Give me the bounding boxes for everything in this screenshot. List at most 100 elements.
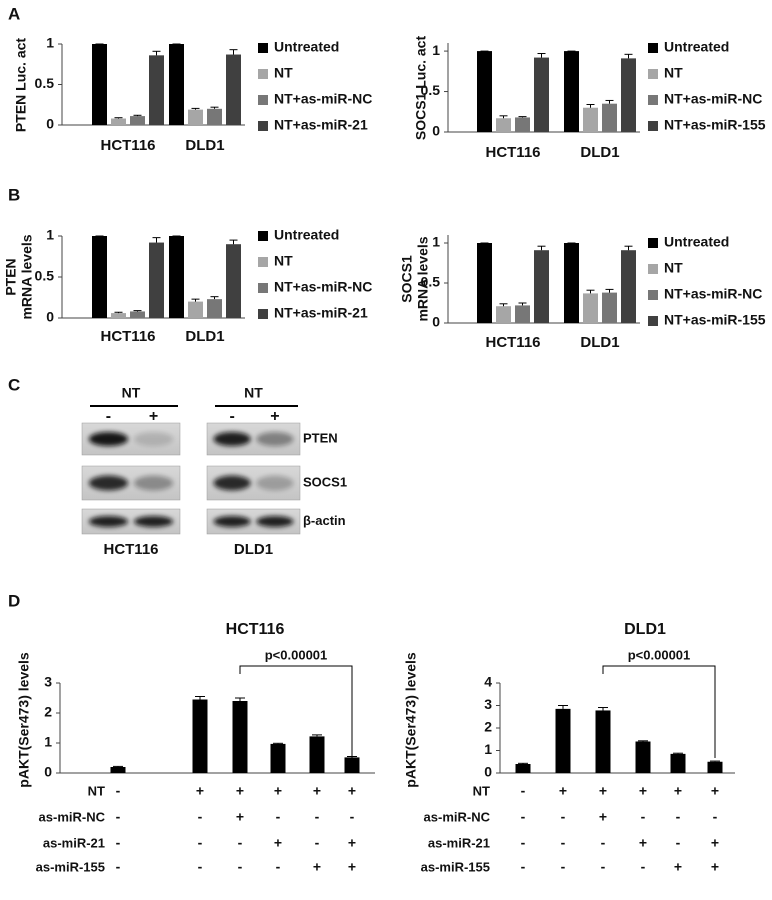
legend-label: Untreated: [274, 227, 339, 243]
bar: [130, 311, 145, 318]
blot-band: [256, 516, 294, 527]
bar: [130, 116, 145, 125]
condition-sign: -: [521, 859, 526, 875]
bar: [621, 250, 636, 323]
y-tick-label: 4: [484, 674, 492, 690]
bar: [496, 118, 511, 132]
condition-sign: -: [198, 835, 203, 851]
bar: [564, 243, 579, 323]
condition-sign: +: [674, 783, 682, 799]
condition-sign: -: [601, 859, 606, 875]
legend-label: NT: [664, 260, 683, 276]
bar: [149, 55, 164, 126]
bar: [111, 118, 126, 125]
annotation: p<0.00001: [265, 647, 328, 662]
bar: [309, 736, 325, 773]
condition-sign: -: [641, 809, 646, 825]
legend-label: NT+as-miR-NC: [274, 279, 372, 295]
legend-swatch: [648, 264, 658, 274]
blot-header: NT: [122, 385, 141, 401]
y-tick-label: 3: [44, 674, 52, 690]
blot-protein-label: β-actin: [303, 513, 346, 528]
significance-bracket: [239, 665, 353, 758]
y-tick-label: 0: [432, 314, 440, 330]
x-tick-label: HCT116: [485, 334, 540, 351]
condition-sign: -: [521, 835, 526, 851]
legend-label: NT+as-miR-155: [664, 117, 766, 133]
blot-protein-label: PTEN: [303, 430, 338, 445]
x-tick-label: HCT116: [485, 144, 540, 161]
bar: [515, 305, 530, 323]
condition-sign: +: [599, 783, 607, 799]
bar: [583, 107, 598, 132]
condition-label: NT: [88, 783, 105, 798]
blot-sign: -: [229, 408, 234, 425]
y-tick-label: 2: [484, 719, 492, 735]
condition-sign: -: [238, 859, 243, 875]
y-tick-label: 0: [484, 764, 492, 780]
bar: [595, 710, 611, 773]
condition-sign: -: [561, 835, 566, 851]
blot-band: [88, 431, 129, 447]
blot-band: [213, 475, 251, 491]
legend-swatch: [258, 283, 268, 293]
condition-sign: -: [676, 809, 681, 825]
x-tick-label: DLD1: [185, 328, 224, 345]
legend-label: Untreated: [664, 39, 729, 55]
bar: [110, 767, 126, 773]
condition-sign: -: [561, 859, 566, 875]
condition-sign: +: [236, 783, 244, 799]
condition-sign: -: [521, 783, 526, 799]
legend-label: NT+as-miR-NC: [664, 286, 762, 302]
condition-label: as-miR-155: [421, 859, 490, 874]
panel-label: A: [8, 4, 20, 23]
y-tick-label: 1: [484, 741, 492, 757]
bar: [192, 699, 208, 773]
y-tick-label: 0.5: [35, 268, 55, 284]
condition-sign: -: [198, 809, 203, 825]
bar: [515, 117, 530, 132]
bar: [602, 103, 617, 132]
bar: [169, 236, 184, 318]
condition-sign: -: [238, 835, 243, 851]
condition-sign: +: [674, 859, 682, 875]
y-axis-label: SOCS1 Luc. act: [413, 36, 429, 141]
legend-swatch: [648, 121, 658, 131]
condition-sign: -: [350, 809, 355, 825]
bar: [226, 54, 241, 125]
condition-sign: +: [639, 783, 647, 799]
legend-label: NT+as-miR-21: [274, 117, 368, 133]
blot-sign: +: [270, 408, 279, 425]
y-axis-label: pAKT(Ser473) levels: [403, 652, 419, 788]
condition-sign: -: [276, 809, 281, 825]
bar: [583, 293, 598, 323]
condition-sign: +: [559, 783, 567, 799]
y-axis-label: mRNA levels: [19, 234, 35, 319]
blot-sign: +: [149, 408, 158, 425]
legend-swatch: [258, 95, 268, 105]
y-axis-label: pAKT(Ser473) levels: [16, 652, 32, 788]
blot-band: [256, 431, 294, 447]
bar: [188, 301, 203, 318]
blot-band: [133, 475, 174, 491]
bar: [621, 58, 636, 132]
bar: [564, 51, 579, 132]
blot-protein-label: SOCS1: [303, 474, 347, 489]
legend-label: NT+as-miR-155: [664, 312, 766, 328]
bar: [555, 708, 571, 773]
blot-cell-line: DLD1: [234, 541, 273, 558]
condition-sign: +: [274, 835, 282, 851]
condition-sign: -: [116, 859, 121, 875]
y-tick-label: 0.5: [421, 82, 441, 98]
condition-sign: -: [276, 859, 281, 875]
blot-header: NT: [244, 385, 263, 401]
condition-label: as-miR-21: [428, 835, 490, 850]
bar: [515, 764, 531, 773]
legend-label: NT: [664, 65, 683, 81]
chart-title: DLD1: [624, 621, 666, 638]
condition-sign: -: [116, 783, 121, 799]
bar: [602, 292, 617, 323]
legend-label: NT: [274, 253, 293, 269]
y-axis-label: PTEN Luc. act: [13, 38, 29, 132]
condition-sign: -: [116, 835, 121, 851]
